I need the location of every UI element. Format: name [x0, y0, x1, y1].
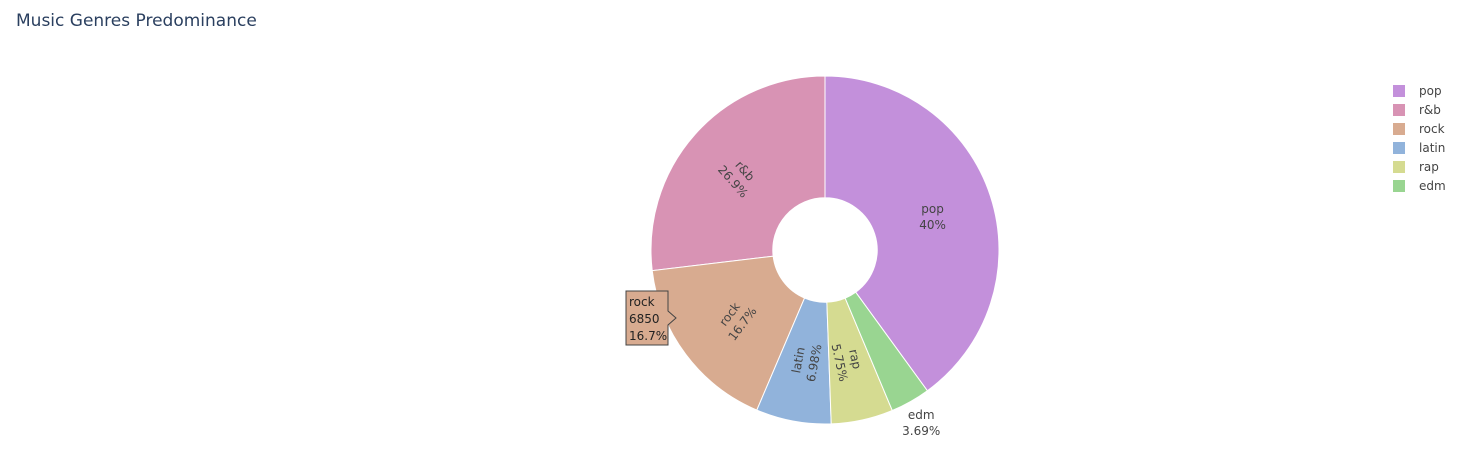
pie-slice[interactable] — [650, 75, 826, 272]
pie-slice[interactable] — [826, 297, 893, 425]
legend-label[interactable]: r&b — [1419, 103, 1441, 117]
slice-label-percent: 6.98% — [804, 343, 825, 383]
slice-label: latin6.98% — [788, 340, 824, 383]
pie-slice[interactable] — [756, 297, 832, 425]
pie-slice[interactable] — [844, 291, 929, 412]
legend-label[interactable]: rap — [1419, 160, 1439, 174]
legend-swatch[interactable] — [1393, 85, 1405, 97]
slice-label-category: edm — [908, 408, 935, 422]
pie-slice[interactable] — [651, 255, 806, 411]
legend-label[interactable]: latin — [1419, 141, 1445, 155]
chart-title: Music Genres Predominance — [16, 11, 257, 31]
hover-tooltip: rock 6850 16.7% — [625, 290, 677, 346]
legend-swatch[interactable] — [1393, 123, 1405, 135]
slice-label-category: pop — [921, 202, 944, 216]
pie-slice[interactable] — [824, 75, 1000, 392]
legend-label[interactable]: pop — [1419, 84, 1442, 98]
slice-label: edm 3.69% — [902, 408, 940, 438]
legend-swatch[interactable] — [1393, 142, 1405, 154]
pie: pop 40%r&b26.9%rock16.7%latin6.98% rap5.75… — [650, 75, 1000, 438]
legend-swatch[interactable] — [1393, 104, 1405, 116]
legend-label[interactable]: edm — [1419, 179, 1446, 193]
tooltip-text: 6850 — [629, 312, 660, 326]
slice-label: pop 40% — [919, 202, 946, 232]
tooltip-text: 16.7% — [629, 329, 667, 343]
slice-label-category: rap — [846, 348, 864, 370]
slice-label-percent: 3.69% — [902, 424, 940, 438]
legend-swatch[interactable] — [1393, 161, 1405, 173]
legend-label[interactable]: rock — [1419, 122, 1445, 136]
legend-swatch[interactable] — [1393, 180, 1405, 192]
tooltip-text: rock — [629, 295, 655, 309]
tooltip-box — [625, 290, 677, 346]
slice-label-category: latin — [789, 346, 808, 374]
slice-label-percent: 40% — [919, 218, 946, 232]
legend: pop r&b rock latin rap edm — [1393, 84, 1446, 193]
